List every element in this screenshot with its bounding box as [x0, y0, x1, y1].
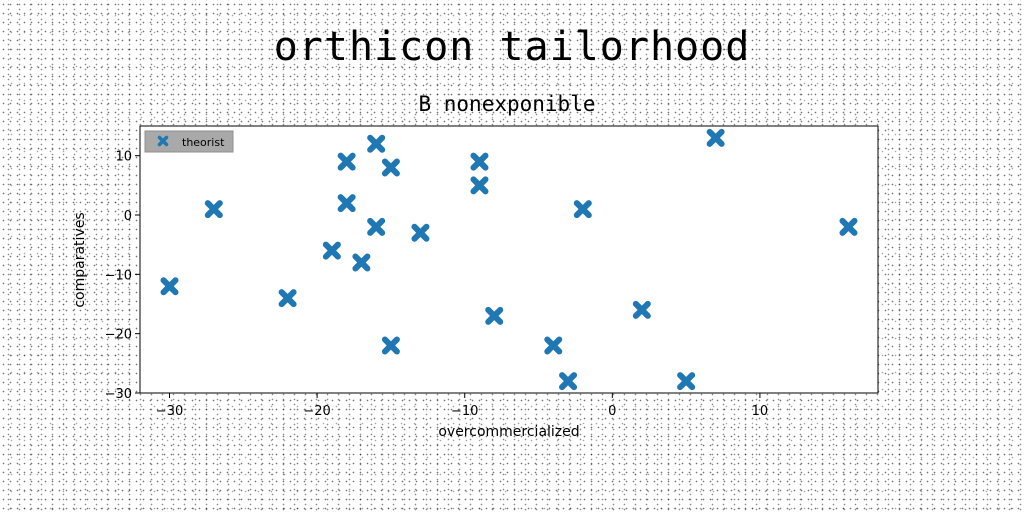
- data-point: [337, 194, 356, 213]
- data-point: [411, 223, 430, 242]
- y-axis-label: comparatives: [72, 212, 88, 307]
- data-point: [204, 200, 223, 219]
- data-point: [677, 372, 696, 391]
- data-point: [839, 217, 858, 236]
- y-tick-label: 10: [115, 150, 132, 165]
- chart-title: B nonexponible: [418, 92, 595, 116]
- y-tick-label: −20: [105, 328, 132, 343]
- data-point: [470, 176, 489, 195]
- axis-ticks: −30 −20 −10 0 10 −30 −20 −10 0 10: [105, 150, 769, 419]
- data-point: [470, 152, 489, 171]
- data-point: [559, 372, 578, 391]
- data-point: [381, 336, 400, 355]
- x-axis-label: overcommercialized: [438, 424, 579, 440]
- data-point: [632, 300, 651, 319]
- y-tick-label: 0: [124, 209, 132, 224]
- data-point: [337, 152, 356, 171]
- x-tick-label: −10: [451, 404, 478, 419]
- data-point: [573, 200, 592, 219]
- data-point: [485, 306, 504, 325]
- data-point: [352, 253, 371, 272]
- y-tick-label: −30: [105, 387, 132, 402]
- data-point: [381, 158, 400, 177]
- data-point: [367, 134, 386, 153]
- legend-marker-theorist: [157, 135, 169, 147]
- x-tick-label: 10: [752, 404, 769, 419]
- x-tick-label: −30: [156, 404, 183, 419]
- data-point: [706, 128, 725, 147]
- data-point: [544, 336, 563, 355]
- y-tick-label: −10: [105, 268, 132, 283]
- data-point: [367, 217, 386, 236]
- legend-marker-icon: [157, 135, 169, 147]
- x-tick-label: 0: [608, 404, 616, 419]
- x-tick-label: −20: [303, 404, 330, 419]
- legend: theorist: [144, 130, 234, 153]
- data-points: [160, 128, 858, 391]
- data-point: [322, 241, 341, 260]
- data-point: [278, 289, 297, 308]
- data-point: [160, 277, 179, 296]
- figure-suptitle: orthicon tailorhood: [273, 24, 751, 70]
- legend-label-theorist: theorist: [182, 136, 225, 149]
- plot-area: [139, 125, 879, 394]
